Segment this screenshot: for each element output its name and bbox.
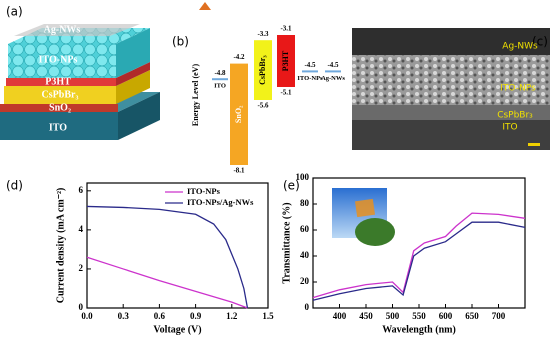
level-name: ITO: [214, 83, 226, 90]
energy-band: [277, 35, 295, 87]
x-tick-label: 0.9: [190, 311, 202, 321]
y-axis-label: Transmittance (%): [281, 202, 292, 283]
x-tick-label: 500: [386, 311, 400, 321]
layer-label: CsPbBr₃: [497, 111, 533, 121]
layer-label: CsPbBr₃: [42, 89, 79, 100]
x-tick-label: 0.6: [154, 311, 166, 321]
layer-label: ITO: [49, 122, 67, 133]
band-top: -3.1: [280, 25, 292, 33]
layer-label: Ag-NWs: [502, 42, 538, 52]
band-bottom: -5.1: [280, 89, 292, 97]
x-tick-label: 700: [492, 311, 506, 321]
x-tick-label: 0.0: [81, 311, 93, 321]
arrow-head: [199, 2, 211, 10]
series-line: [86, 205, 249, 309]
y-tick-label: 0: [305, 302, 310, 312]
panel-label: (b): [172, 35, 189, 49]
panel-label: (e): [283, 179, 300, 193]
layer-label: ITO-NPs: [39, 54, 78, 65]
band-bottom: -8.1: [233, 167, 245, 175]
axis-label: Energy Level (eV): [191, 64, 200, 127]
y-axis-label: Current density (mA cm⁻²): [55, 188, 66, 304]
legend-label: ITO-NPs: [187, 186, 221, 196]
y-tick-label: 60: [300, 224, 310, 234]
device-schematic: [0, 24, 160, 140]
plot-frame: [86, 182, 269, 309]
y-tick-label: 20: [300, 276, 310, 286]
layer-label: P3HT: [45, 76, 71, 87]
x-tick-label: 400: [333, 311, 347, 321]
band-top: -3.3: [257, 30, 269, 38]
panel-label: (d): [6, 179, 23, 193]
inset-photo: [332, 188, 395, 246]
band-name: P3HT: [281, 50, 290, 71]
level-value: -4.5: [304, 61, 316, 69]
y-tick-label: 40: [300, 250, 310, 260]
x-axis-label: Wavelength (nm): [382, 324, 456, 335]
y-tick-label: 4: [79, 224, 84, 234]
panel-label: (a): [6, 5, 23, 19]
x-tick-label: 1.5: [262, 311, 274, 321]
level-name: Ag-NWs: [321, 75, 345, 82]
y-tick-label: 0: [79, 302, 84, 312]
band-name: CsPbBr₃: [258, 55, 267, 85]
layer-label: ITO: [502, 123, 517, 133]
x-tick-label: 550: [412, 311, 426, 321]
band-name: SnO₂: [234, 105, 243, 123]
x-tick-label: 450: [359, 311, 373, 321]
x-tick-label: 650: [465, 311, 479, 321]
level-value: -4.8: [214, 69, 226, 77]
energy-band: [230, 63, 248, 165]
layer-label: SnO₂: [49, 102, 71, 113]
band-top: -4.2: [233, 53, 245, 61]
energy-band: [254, 40, 272, 100]
y-tick-label: 100: [296, 172, 310, 182]
series-line: [86, 256, 248, 309]
series-line: [312, 212, 526, 299]
y-tick-label: 2: [79, 263, 84, 273]
x-tick-label: 600: [439, 311, 453, 321]
y-tick-label: 6: [79, 185, 84, 195]
y-tick-label: 80: [300, 198, 310, 208]
panel-label: (c): [532, 35, 548, 49]
layer-label: Ag-NWs: [44, 24, 81, 35]
sem-image: [352, 28, 550, 150]
x-axis-label: Voltage (V): [153, 324, 201, 335]
level-value: -4.5: [327, 61, 339, 69]
x-tick-label: 0.3: [118, 311, 130, 321]
x-tick-label: 1.2: [226, 311, 238, 321]
level-name: ITO-NPs: [297, 75, 323, 82]
band-bottom: -5.6: [257, 102, 269, 110]
legend-label: ITO-NPs/Ag-NWs: [187, 197, 254, 207]
series-line: [312, 221, 526, 301]
layer-label: ITO-NPs: [500, 84, 536, 94]
